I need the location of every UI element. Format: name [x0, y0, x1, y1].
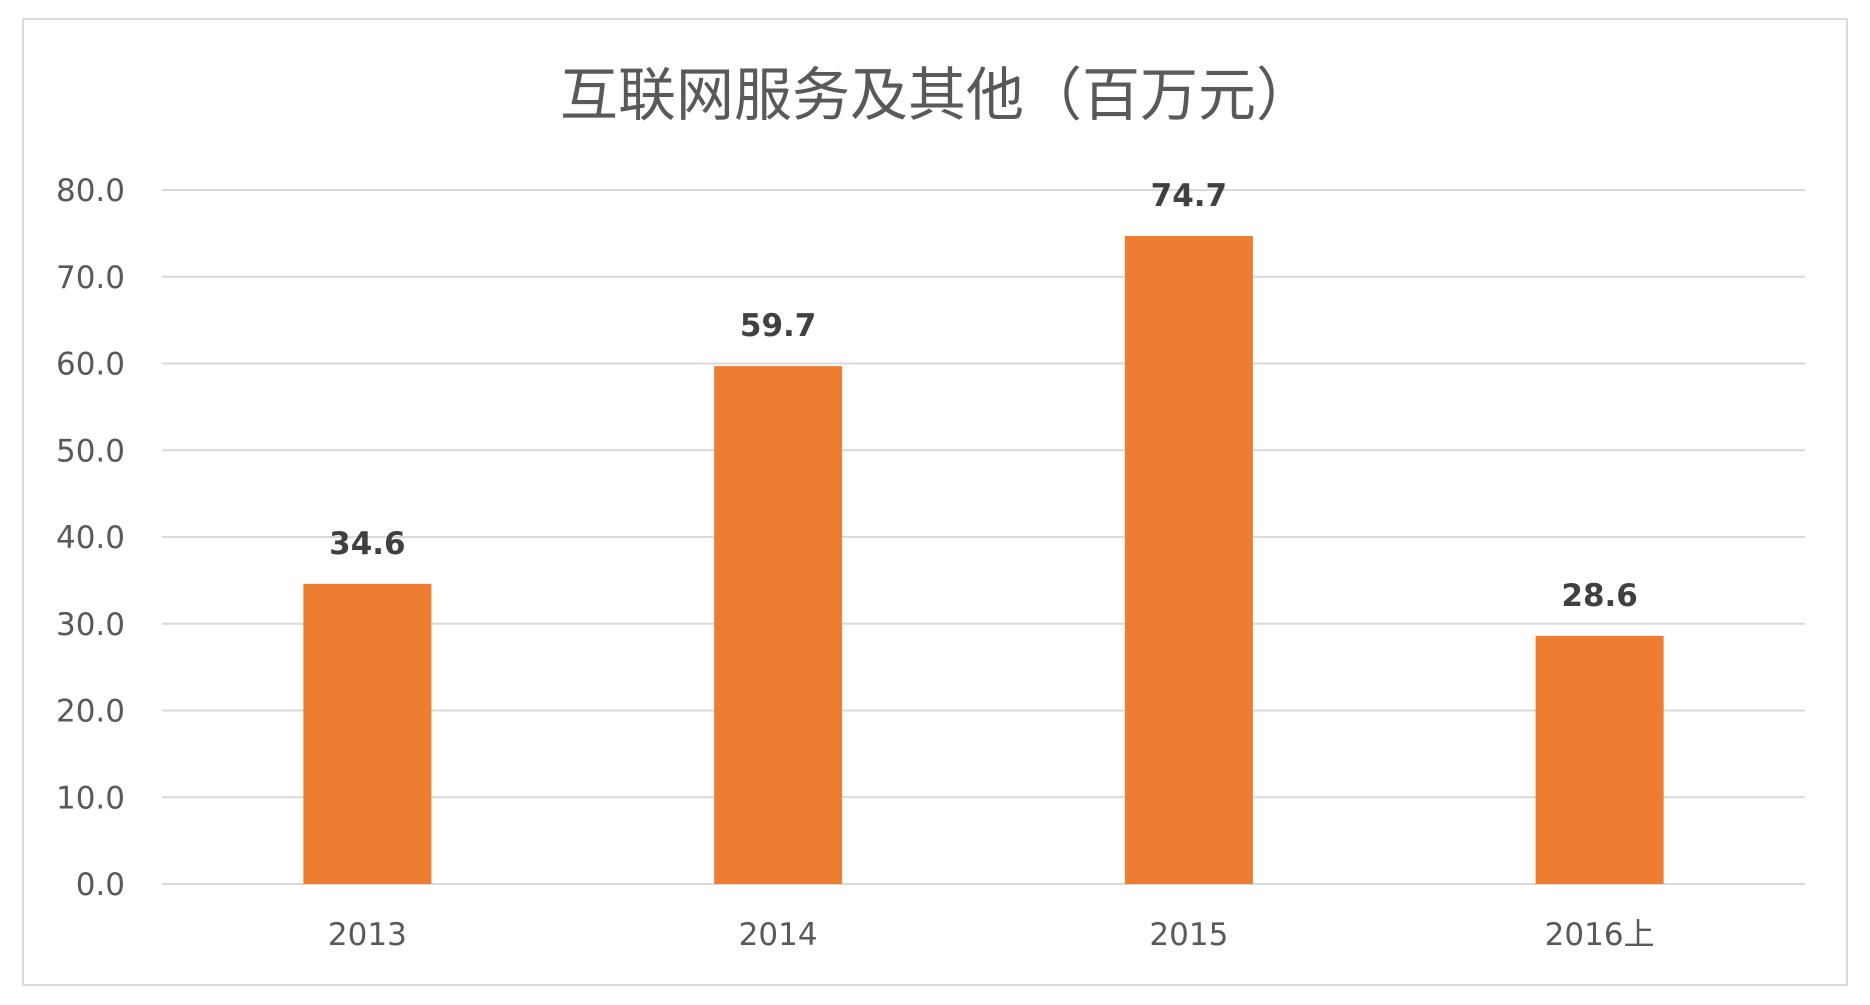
chart-title: 互联网服务及其他（百万元） — [560, 61, 1314, 129]
bar-2015 — [1124, 235, 1253, 885]
y-tick-label: 50.0 — [56, 433, 125, 469]
data-labels: 34.6 59.7 74.7 28.6 — [329, 178, 1638, 614]
y-tick-label: 10.0 — [56, 780, 125, 816]
bar-2014 — [714, 366, 843, 884]
x-category-label: 2014 — [739, 917, 818, 953]
x-category-label: 2016上 — [1545, 917, 1655, 953]
x-axis-category-labels: 2013 2014 2015 2016上 — [328, 917, 1655, 953]
chart-frame: 互联网服务及其他（百万元） 0.0 10.0 20.0 30.0 40.0 50.0 60.… — [22, 18, 1848, 986]
x-category-label: 2013 — [328, 917, 407, 953]
data-label: 59.7 — [740, 308, 817, 344]
y-tick-label: 20.0 — [56, 694, 125, 730]
x-category-label: 2015 — [1149, 917, 1228, 953]
y-axis-tick-labels: 0.0 10.0 20.0 30.0 40.0 50.0 60.0 70.0 80.0 — [56, 173, 125, 903]
data-label: 34.6 — [329, 526, 406, 562]
y-tick-label: 30.0 — [56, 607, 125, 643]
y-tick-label: 0.0 — [76, 867, 125, 903]
y-tick-label: 40.0 — [56, 520, 125, 556]
bar-chart: 互联网服务及其他（百万元） 0.0 10.0 20.0 30.0 40.0 50.0 60.… — [56, 61, 1805, 953]
bars — [303, 235, 1664, 885]
y-tick-label: 70.0 — [56, 260, 125, 296]
bar-2013 — [303, 583, 432, 884]
y-tick-label: 80.0 — [56, 173, 125, 209]
data-label: 74.7 — [1151, 178, 1228, 214]
data-label: 28.6 — [1561, 578, 1638, 614]
y-tick-label: 60.0 — [56, 347, 125, 383]
bar-2016上 — [1535, 635, 1664, 884]
gridlines — [162, 189, 1805, 885]
